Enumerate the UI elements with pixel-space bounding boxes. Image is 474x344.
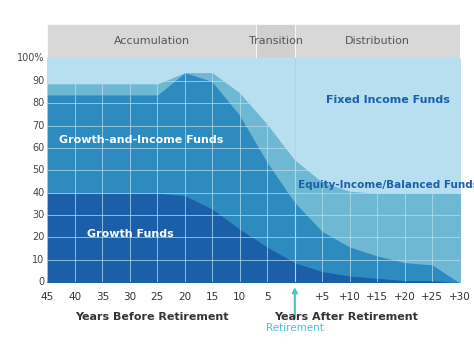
Text: 80: 80 xyxy=(32,98,45,108)
Text: Equity-Income/Balanced Funds: Equity-Income/Balanced Funds xyxy=(298,180,474,190)
Text: 30: 30 xyxy=(32,210,45,220)
Text: 40: 40 xyxy=(32,187,45,198)
Text: 50: 50 xyxy=(32,165,45,175)
Text: 60: 60 xyxy=(32,143,45,153)
Text: Years Before Retirement: Years Before Retirement xyxy=(75,312,228,322)
Text: Transition: Transition xyxy=(248,36,302,46)
Text: 100%: 100% xyxy=(17,53,45,64)
FancyBboxPatch shape xyxy=(47,24,256,58)
Text: Growth Funds: Growth Funds xyxy=(86,229,173,239)
Text: Years After Retirement: Years After Retirement xyxy=(274,312,418,322)
Text: Retirement: Retirement xyxy=(266,289,324,333)
Text: 90: 90 xyxy=(32,76,45,86)
Text: 20: 20 xyxy=(32,232,45,243)
FancyBboxPatch shape xyxy=(295,24,460,58)
Text: Fixed Income Funds: Fixed Income Funds xyxy=(327,95,450,105)
Text: 10: 10 xyxy=(32,255,45,265)
Text: Distribution: Distribution xyxy=(345,36,410,46)
Text: 0: 0 xyxy=(38,277,45,287)
Text: Growth-and-Income Funds: Growth-and-Income Funds xyxy=(59,136,223,146)
Text: Accumulation: Accumulation xyxy=(114,36,190,46)
FancyBboxPatch shape xyxy=(256,24,295,58)
Text: 70: 70 xyxy=(32,120,45,131)
